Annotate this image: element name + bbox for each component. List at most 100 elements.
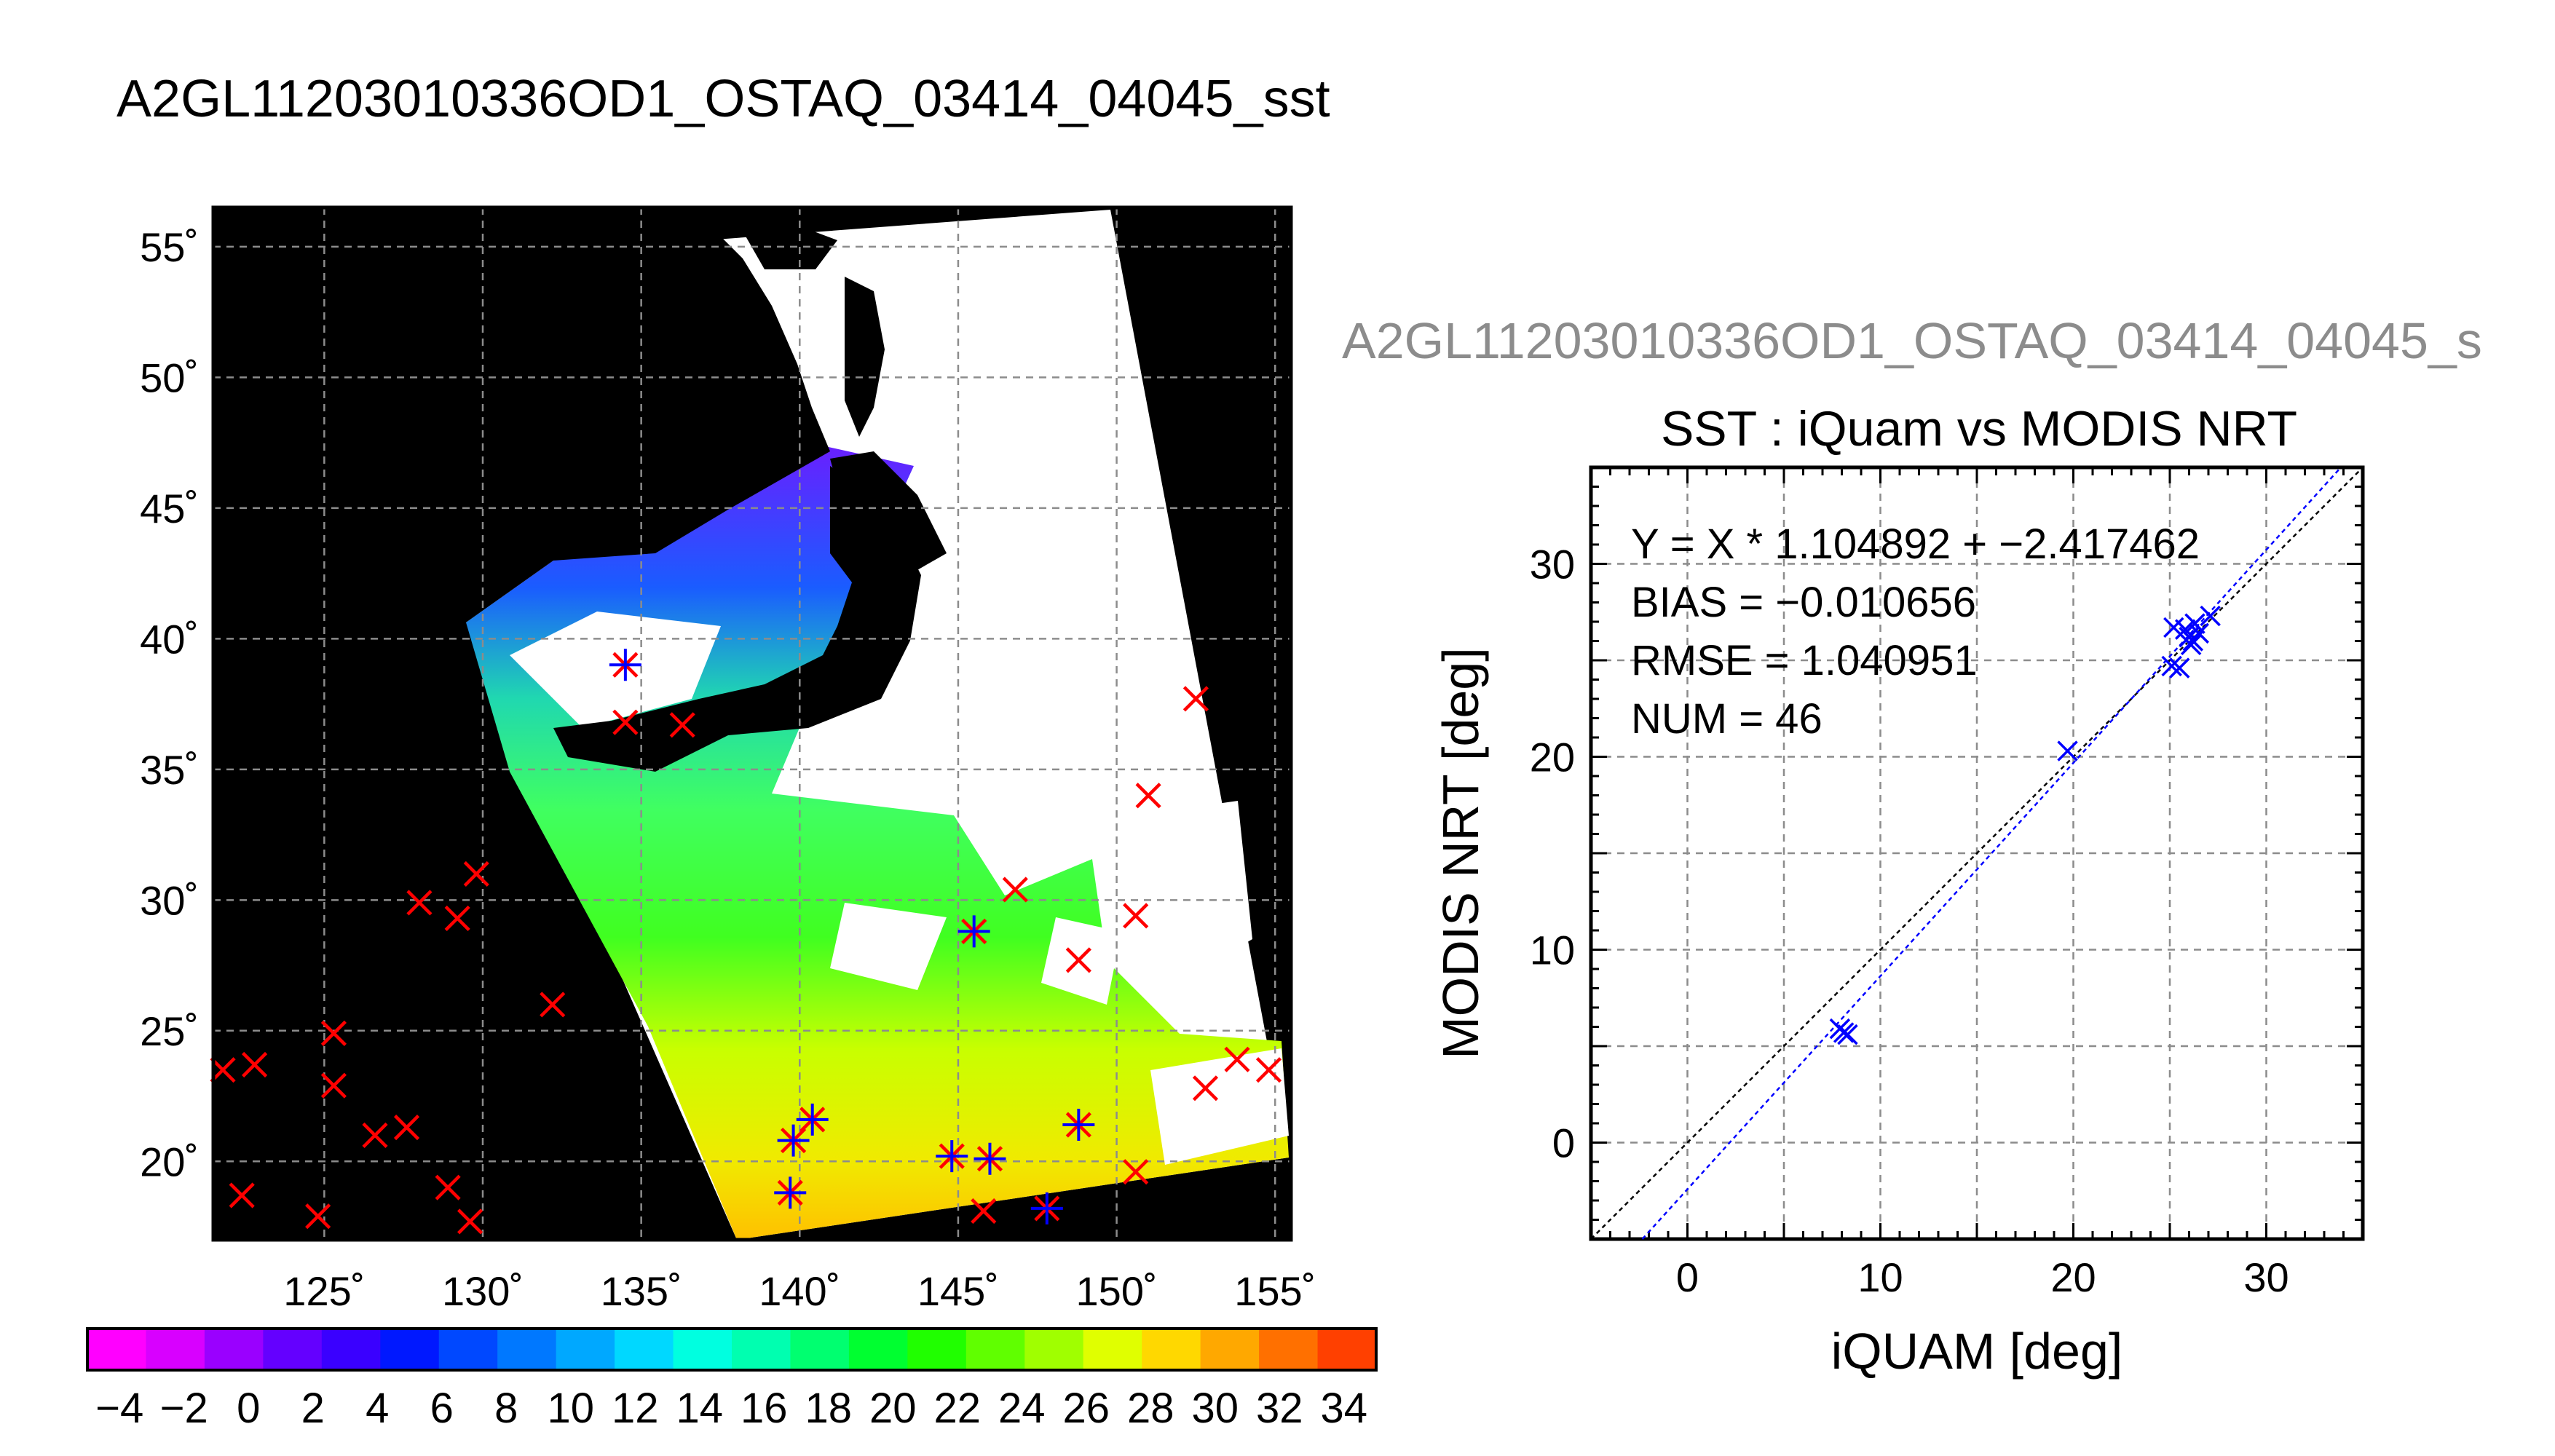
x-axis-label: iQUAM [deg] — [1831, 1323, 2123, 1380]
colorbar-cell — [673, 1329, 732, 1370]
map-lat-tick-label: 30˚ — [140, 877, 199, 923]
map-marker-red — [320, 1020, 347, 1046]
colorbar-cell — [732, 1329, 791, 1370]
map-frame — [211, 205, 1293, 1242]
colorbar-cell — [204, 1329, 264, 1370]
colorbar-cell — [848, 1329, 908, 1370]
colorbar-tick-label: 8 — [494, 1385, 518, 1432]
scatter-subtitle: A2GL11203010336OD1_OSTAQ_03414_04045_s — [1342, 312, 2482, 369]
map-lat-tick-label: 45˚ — [140, 486, 199, 531]
map-marker-blue — [1030, 1192, 1063, 1224]
colorbar-tick-label: 10 — [547, 1385, 594, 1432]
map-lat-tick-label: 35˚ — [140, 747, 199, 793]
land-asia — [213, 207, 830, 622]
map-lat-tick-label: 20˚ — [140, 1139, 199, 1184]
scatter-y-tick-label: 10 — [1530, 927, 1575, 973]
map-marker-red — [1065, 947, 1091, 973]
map-lon-tick-label: 145˚ — [917, 1268, 999, 1314]
map-marker-blue — [777, 1124, 810, 1157]
map-marker-red — [1123, 903, 1149, 929]
colorbar-tick-label: 32 — [1256, 1385, 1303, 1432]
colorbar-cell — [556, 1329, 615, 1370]
scatter-annotation: Y = X * 1.104892 + −2.417462 — [1631, 521, 2200, 568]
regression-line — [1641, 467, 2342, 1240]
colorbar-cell — [1259, 1329, 1319, 1370]
map-marker-red — [612, 709, 639, 735]
map-lat-tick-label: 25˚ — [140, 1008, 199, 1054]
map-lat-tick-label: 50˚ — [140, 355, 199, 400]
colorbar-tick-label: 24 — [998, 1385, 1046, 1432]
scatter-point — [2169, 657, 2190, 678]
colorbar-cell — [907, 1329, 967, 1370]
colorbar-tick-label: −4 — [95, 1385, 143, 1432]
map-marker-blue — [974, 1142, 1006, 1175]
map-tick-labels: 125˚ 130˚ 135˚ 140˚ 145˚ 150˚ 155˚ 55˚ 50˚ 45˚ 40˚… — [140, 224, 1316, 1314]
map-marker-red — [305, 1203, 331, 1230]
map-marker-red — [540, 992, 566, 1018]
colorbar-cell — [321, 1329, 381, 1370]
colorbar-cell — [965, 1329, 1025, 1370]
scatter-point — [2057, 740, 2078, 761]
land-kamchatka-top — [735, 218, 837, 269]
map-lon-tick-label: 135˚ — [601, 1268, 682, 1314]
colorbar-tick-label: 6 — [430, 1385, 454, 1432]
colorbar-cell — [790, 1329, 850, 1370]
scatter-point — [1837, 1024, 1858, 1045]
map-marker-red — [1255, 1057, 1282, 1083]
identity-line — [1590, 467, 2364, 1240]
scatter-title: SST : iQuam vs MODIS NRT — [1661, 401, 2297, 456]
map-marker-red — [1002, 877, 1028, 903]
map-marker-red — [241, 1051, 268, 1078]
map-lon-tick-label: 140˚ — [759, 1268, 840, 1314]
map-marker-red — [669, 712, 695, 738]
scatter-x-tick-label: 0 — [1676, 1254, 1699, 1300]
map-marker-red — [444, 905, 470, 932]
colorbar-tick-label: 0 — [237, 1385, 260, 1432]
map-marker-red — [320, 1072, 347, 1099]
map-marker-red — [1135, 783, 1161, 809]
scatter-x-tick-label: 30 — [2243, 1254, 2289, 1300]
scatter-points — [1829, 605, 2221, 1045]
map-marker-blue — [774, 1176, 807, 1209]
map-marker-red — [393, 1115, 420, 1141]
colorbar-tick-label: 20 — [869, 1385, 917, 1432]
colorbar-tick-label: 18 — [805, 1385, 852, 1432]
scatter-annotations: Y = X * 1.104892 + −2.417462 BIAS = −0.01… — [1631, 521, 2200, 743]
colorbar-cell — [1317, 1329, 1377, 1370]
map-lat-tick-label: 40˚ — [140, 616, 199, 662]
colorbar-tick-label: −2 — [160, 1385, 208, 1432]
map-marker-blue — [1062, 1109, 1095, 1142]
map-marker-blue — [936, 1140, 968, 1173]
scatter-point — [1833, 1022, 1855, 1043]
map-marker-blue — [957, 915, 990, 948]
scatter-point — [2180, 634, 2202, 656]
colorbar-tick-label: 22 — [933, 1385, 981, 1432]
colorbar-cell — [263, 1329, 323, 1370]
map-marker-red — [463, 860, 489, 887]
map-marker-red — [229, 1182, 255, 1208]
colorbar-cell — [1024, 1329, 1084, 1370]
colorbar-tick-label: 16 — [741, 1385, 788, 1432]
colorbar-tick-label: 2 — [301, 1385, 325, 1432]
map-marker-red — [1123, 1159, 1149, 1185]
map-lon-tick-label: 125˚ — [283, 1268, 365, 1314]
map-lon-tick-label: 155˚ — [1234, 1268, 1316, 1314]
map-marker-red — [971, 1198, 997, 1224]
scatter-annotation: BIAS = −0.010656 — [1631, 579, 1976, 626]
map-markers — [210, 649, 1282, 1235]
main-title: A2GL11203010336OD1_OSTAQ_03414_04045_sst — [117, 70, 1330, 128]
scatter-y-tick-label: 20 — [1530, 735, 1575, 780]
map-marker-red — [406, 890, 433, 916]
scatter-tick-labels: 0 0 10 10 20 20 30 30 — [1530, 542, 2289, 1301]
colorbar-cell — [438, 1329, 498, 1370]
land-japan — [553, 466, 921, 772]
colorbar-cell — [146, 1329, 205, 1370]
colorbar-cell — [497, 1329, 557, 1370]
colorbar-cell — [380, 1329, 440, 1370]
map-lon-tick-label: 150˚ — [1076, 1268, 1158, 1314]
colorbar-tick-label: 28 — [1127, 1385, 1174, 1432]
colorbar-tick-label: 34 — [1320, 1385, 1367, 1432]
